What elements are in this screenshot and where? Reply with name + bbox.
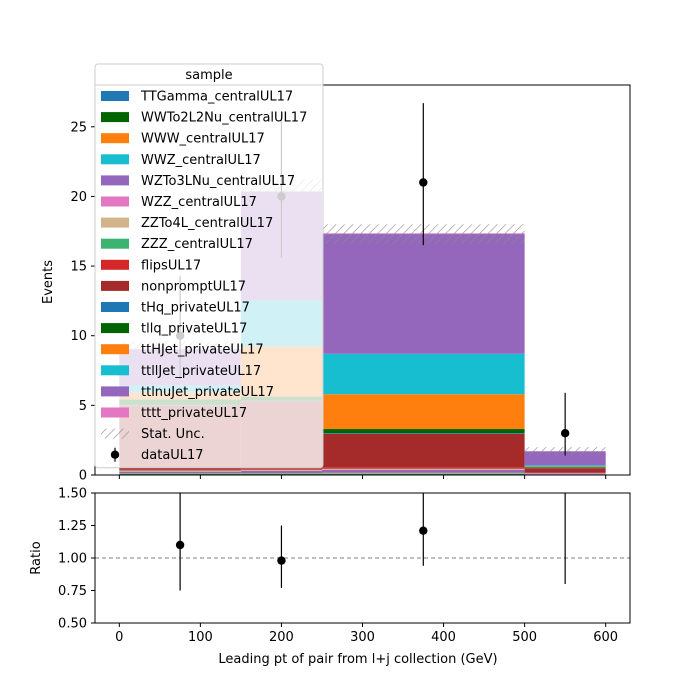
bar-segment-4-0 <box>119 471 241 474</box>
legend-data-marker <box>110 450 120 459</box>
legend-label-15: tttt_privateUL17 <box>141 406 247 421</box>
x-axis-label: Leading pt of pair from l+j collection (… <box>218 652 497 667</box>
legend-label-1: WWTo2L2Nu_centralUL17 <box>141 111 307 126</box>
y-tick-label-0: 0 <box>79 469 87 484</box>
ratio-y-tick-label-0: 0.50 <box>58 617 87 632</box>
legend-label-data: dataUL17 <box>141 448 204 463</box>
legend-swatch-15 <box>101 407 129 418</box>
ratio-y-tick-label-4: 1.50 <box>58 487 87 502</box>
bar-segment-9-2 <box>321 433 525 468</box>
bar-segment-6-0 <box>119 470 241 472</box>
y-tick-label-4: 20 <box>70 190 87 205</box>
bar-segment-13-3 <box>524 465 606 467</box>
legend-swatch-11 <box>101 323 129 334</box>
legend-swatch-2 <box>101 133 129 144</box>
legend-label-11: tllq_privateUL17 <box>141 322 247 337</box>
legend-label-3: WWZ_centralUL17 <box>141 153 261 168</box>
legend-title: sample <box>185 68 232 83</box>
bar-segment-3-2 <box>321 472 525 474</box>
bar-segment-4-1 <box>240 470 322 474</box>
legend-label-0: TTGamma_centralUL17 <box>140 90 293 105</box>
ratio-y-tick-label-1: 0.75 <box>58 584 87 599</box>
legend-swatch-8 <box>101 259 129 270</box>
ratio-point-0 <box>175 540 185 550</box>
legend-label-6: ZZTo4L_centralUL17 <box>141 216 273 231</box>
legend-swatch-7 <box>101 238 129 249</box>
ratio-y-tick-label-3: 1.25 <box>58 519 87 534</box>
y-tick-label-3: 15 <box>70 260 87 275</box>
legend-swatch-13 <box>101 365 129 376</box>
bar-segment-10-2 <box>321 433 525 434</box>
bar-segment-9-3 <box>524 468 606 473</box>
x-tick-label-1: 100 <box>188 630 213 645</box>
bar-segment-8-2 <box>321 467 525 469</box>
bar-segment-12-2 <box>321 394 525 430</box>
y-tick-label-5: 25 <box>70 120 87 135</box>
ratio-plot: 0.50 0.75 1.00 1.25 1.50 0 100 200 300 400 500 600 <box>58 487 631 645</box>
legend-swatch-14 <box>101 386 129 397</box>
legend-swatch-12 <box>101 344 129 355</box>
bar-segment-6-1 <box>240 469 322 471</box>
x-tick-label-0: 0 <box>115 630 123 645</box>
legend-label-10: tHq_privateUL17 <box>141 301 250 316</box>
bar-segment-8-1 <box>240 468 322 470</box>
x-tick-label-5: 500 <box>512 630 537 645</box>
legend-swatch-5 <box>101 196 129 207</box>
data-point-2 <box>419 178 428 187</box>
bar-segment-8-0 <box>119 469 241 471</box>
bar-segment-6-2 <box>321 469 525 470</box>
x-tick-label-2: 200 <box>269 630 294 645</box>
ratio-y-tick-label-2: 1.00 <box>58 552 87 567</box>
y-tick-label-1: 5 <box>79 399 87 414</box>
legend-label-8: flipsUL17 <box>141 258 201 273</box>
ratio-point-2 <box>419 526 428 535</box>
legend: sample TTGamma_centralUL17 WWTo2L2Nu_centr… <box>94 63 324 469</box>
legend-swatch-9 <box>101 280 129 291</box>
legend-label-2: WWW_centralUL17 <box>141 132 265 147</box>
legend-label-9: nonpromptUL17 <box>141 279 246 294</box>
bar-segment-8-3 <box>524 472 606 474</box>
legend-swatch-0 <box>101 91 129 101</box>
legend-swatch-3 <box>101 154 129 165</box>
x-tick-label-6: 600 <box>593 630 618 645</box>
legend-swatch-6 <box>101 217 129 228</box>
x-tick-label-4: 400 <box>431 630 456 645</box>
legend-label-7: ZZZ_centralUL17 <box>141 237 253 252</box>
legend-label-4: WZTo3LNu_centralUL17 <box>141 174 295 189</box>
ratio-point-1 <box>277 556 286 565</box>
bar-segment-4-3 <box>524 473 606 475</box>
bar-segment-2-2 <box>321 473 525 474</box>
legend-label-5: WZZ_centralUL17 <box>141 195 257 210</box>
bar-segment-13-2 <box>321 353 525 395</box>
legend-swatch-4 <box>101 175 129 186</box>
x-tick-label-3: 300 <box>350 630 375 645</box>
ratio-y-axis-label: Ratio <box>29 541 44 574</box>
legend-swatch-1 <box>101 112 129 123</box>
bar-segment-12-3 <box>524 466 606 468</box>
bar-segment-14-2 <box>321 234 525 354</box>
bar-segment-11-3 <box>524 467 606 469</box>
legend-swatch-10 <box>101 302 129 312</box>
legend-label-14: ttlnuJet_privateUL17 <box>141 385 274 400</box>
legend-swatch-stat-unc <box>101 428 129 439</box>
legend-box <box>94 63 324 469</box>
legend-label-12: ttHJet_privateUL17 <box>141 343 264 358</box>
legend-label-13: ttllJet_privateUL17 <box>141 364 261 379</box>
data-point-3 <box>560 429 570 438</box>
y-tick-label-2: 10 <box>70 329 87 344</box>
y-axis-label: Events <box>41 260 56 304</box>
bar-segment-4-2 <box>321 469 525 473</box>
bar-segment-11-2 <box>321 429 525 434</box>
legend-label-stat-unc: Stat. Unc. <box>141 427 205 442</box>
